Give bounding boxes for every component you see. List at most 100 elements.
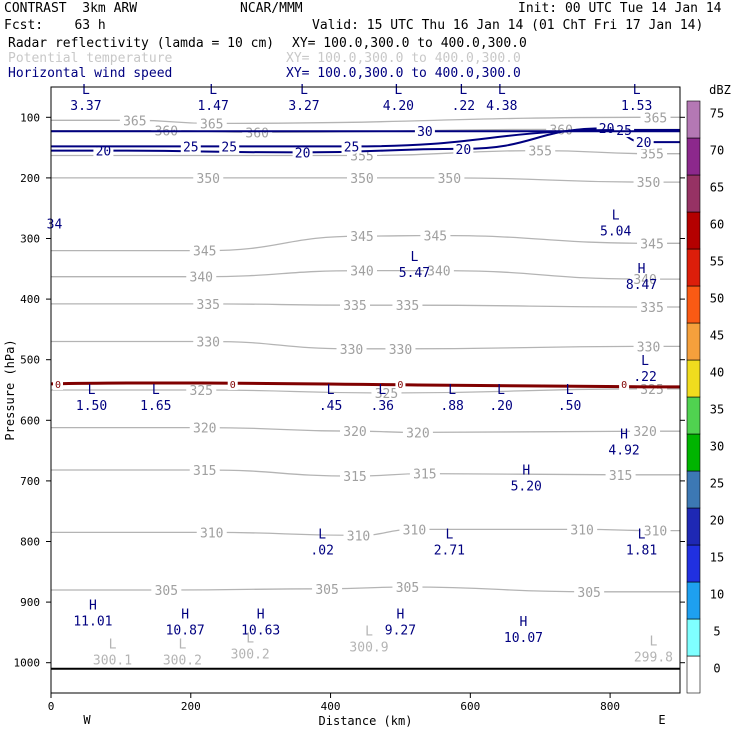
extremum-marker-L: L — [448, 383, 456, 398]
extremum-marker-L: L — [411, 250, 419, 265]
extremum-value: 10.63 — [241, 623, 280, 638]
theta-label-bg — [189, 243, 220, 258]
extremum-value: .45 — [319, 399, 342, 414]
organization: NCAR/MMM — [240, 1, 303, 16]
wind-label-bg — [292, 145, 313, 160]
wind-label-30: 30 — [417, 125, 433, 140]
theta-label-335: 335 — [640, 301, 663, 316]
init-time: Init: 00 UTC Tue 14 Jan 14 — [518, 1, 722, 16]
theta-label-bg — [336, 341, 367, 356]
y-tick-label: 800 — [20, 536, 40, 549]
extremum-value: .02 — [310, 543, 333, 558]
theta-label-305: 305 — [155, 584, 178, 599]
extremum-marker-H: H — [397, 607, 405, 622]
extremum-marker-L: L — [209, 83, 217, 98]
theta-label-335: 335 — [396, 299, 419, 314]
theta-label-bg — [189, 462, 220, 477]
theta-label-bg — [392, 579, 423, 594]
theta-label-330: 330 — [389, 343, 412, 358]
extremum-value: .88 — [440, 399, 463, 414]
colorbar-label-75: 75 — [710, 107, 724, 121]
extremum-marker-L: L — [394, 83, 402, 98]
colorbar-swatch-0 — [686, 655, 701, 694]
theta-label-bg — [630, 424, 661, 439]
extremum-marker-L: L — [300, 83, 308, 98]
wind-label-bg — [453, 141, 474, 156]
theta-label-bg — [340, 469, 371, 484]
colorbar-label-70: 70 — [710, 144, 724, 158]
extremum-value: 300.9 — [349, 640, 388, 655]
theta-label-bg — [193, 170, 224, 185]
extremum-value: .22 — [633, 370, 656, 385]
reflectivity-label-bg — [52, 377, 63, 390]
theta-label-bg — [196, 525, 227, 540]
x-axis-label: Distance (km) — [319, 714, 413, 728]
theta-label-bg — [434, 170, 465, 185]
theta-label-bg — [312, 581, 343, 596]
plot-frame — [50, 86, 681, 694]
theta-label-bg — [402, 425, 433, 440]
field-wind-name: Horizontal wind speed — [8, 66, 173, 81]
field-reflectivity-xy: XY= 100.0,300.0 to 400.0,300.0 — [292, 36, 527, 51]
extremum-value: 4.20 — [383, 99, 414, 114]
theta-label-bg — [574, 584, 605, 599]
extremum-marker-L: L — [498, 83, 506, 98]
extremum-value: 1.47 — [197, 99, 228, 114]
theta-label-bg — [420, 228, 451, 243]
extremum-value: 5.47 — [399, 266, 430, 281]
wind-label-20: 20 — [636, 136, 652, 151]
theta-label-305: 305 — [315, 583, 338, 598]
y-tick-label: 300 — [20, 233, 40, 246]
theta-label-310: 310 — [200, 526, 223, 541]
colorbar-swatch-60 — [686, 211, 701, 250]
valid-time: Valid: 15 UTC Thu 16 Jan 14 (01 ChT Fri … — [312, 18, 704, 33]
extremum-marker-L: L — [88, 383, 96, 398]
extremum-value: 4.38 — [486, 99, 517, 114]
colorbar-swatch-30 — [686, 433, 701, 472]
reflectivity-label-bg — [395, 377, 406, 390]
extremum-marker-H: H — [181, 607, 189, 622]
theta-label-bg — [347, 170, 378, 185]
y-tick-label: 600 — [20, 414, 40, 427]
wind-label-bg — [219, 139, 240, 154]
theta-label-bg — [637, 299, 668, 314]
theta-label-bg — [392, 298, 423, 313]
theta-label-320: 320 — [193, 422, 216, 437]
colorbar-label-65: 65 — [710, 181, 724, 195]
reflectivity-label-bg — [227, 377, 238, 390]
extremum-marker-H: H — [522, 464, 530, 479]
theta-label-bg — [630, 272, 661, 287]
theta-label-310: 310 — [570, 523, 593, 538]
theta-label-bg — [640, 110, 671, 125]
extremum-value: 1.81 — [626, 543, 657, 558]
extremum-marker-H: H — [620, 427, 628, 442]
wind-label-25: 25 — [344, 140, 360, 155]
colorbar-label-35: 35 — [710, 403, 724, 417]
colorbar-unit: dBZ — [709, 83, 731, 97]
extremum-value: .20 — [489, 399, 512, 414]
colorbar-label-10: 10 — [710, 588, 724, 602]
extremum-value: 10.07 — [504, 631, 543, 646]
y-tick-label: 1000 — [14, 657, 41, 670]
extremum-marker-H: H — [89, 598, 97, 613]
wind-label-bg — [180, 139, 201, 154]
colorbar-label-5: 5 — [713, 625, 720, 639]
extremum-value: 1.50 — [76, 399, 107, 414]
colorbar-swatch-25 — [686, 470, 701, 509]
extremum-value: 5.20 — [511, 480, 542, 495]
theta-label-360: 360 — [245, 126, 268, 141]
theta-label-bg — [193, 296, 224, 311]
x-tick-label: 800 — [600, 700, 620, 713]
theta-label-330: 330 — [197, 336, 220, 351]
extremum-marker-H: H — [638, 262, 646, 277]
x-tick-label: 600 — [460, 700, 480, 713]
theta-label-350: 350 — [350, 172, 373, 187]
theta-label-365: 365 — [123, 114, 146, 129]
colorbar-swatch-5 — [686, 618, 701, 657]
theta-label-bg — [242, 125, 273, 140]
extremum-marker-L: L — [318, 527, 326, 542]
colorbar-label-60: 60 — [710, 218, 724, 232]
extremum-value: .22 — [452, 99, 475, 114]
theta-label-bg — [186, 383, 217, 397]
theta-label-bg — [567, 522, 598, 537]
